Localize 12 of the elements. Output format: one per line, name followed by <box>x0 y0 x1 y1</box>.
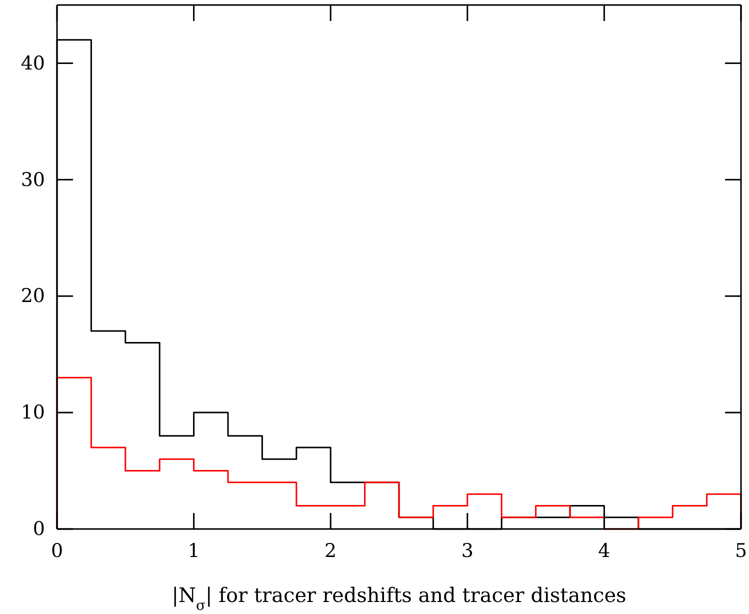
x-tick-label: 0 <box>50 540 64 562</box>
y-tick-label: 0 <box>32 518 45 540</box>
x-tick-label: 1 <box>188 540 200 562</box>
y-tick-label: 10 <box>20 402 45 424</box>
x-axis-title: |N$_{σ}$| for tracer redshifts and tracer distances <box>172 583 626 614</box>
y-tick-label: 40 <box>20 52 45 74</box>
x-tick-label: 5 <box>734 540 748 562</box>
y-tick-label: 20 <box>20 285 45 308</box>
x-tick-label: 3 <box>461 540 474 562</box>
x-tick-label: 4 <box>598 540 610 562</box>
y-tick-label: 30 <box>20 168 45 191</box>
x-tick-label: 2 <box>324 540 337 562</box>
